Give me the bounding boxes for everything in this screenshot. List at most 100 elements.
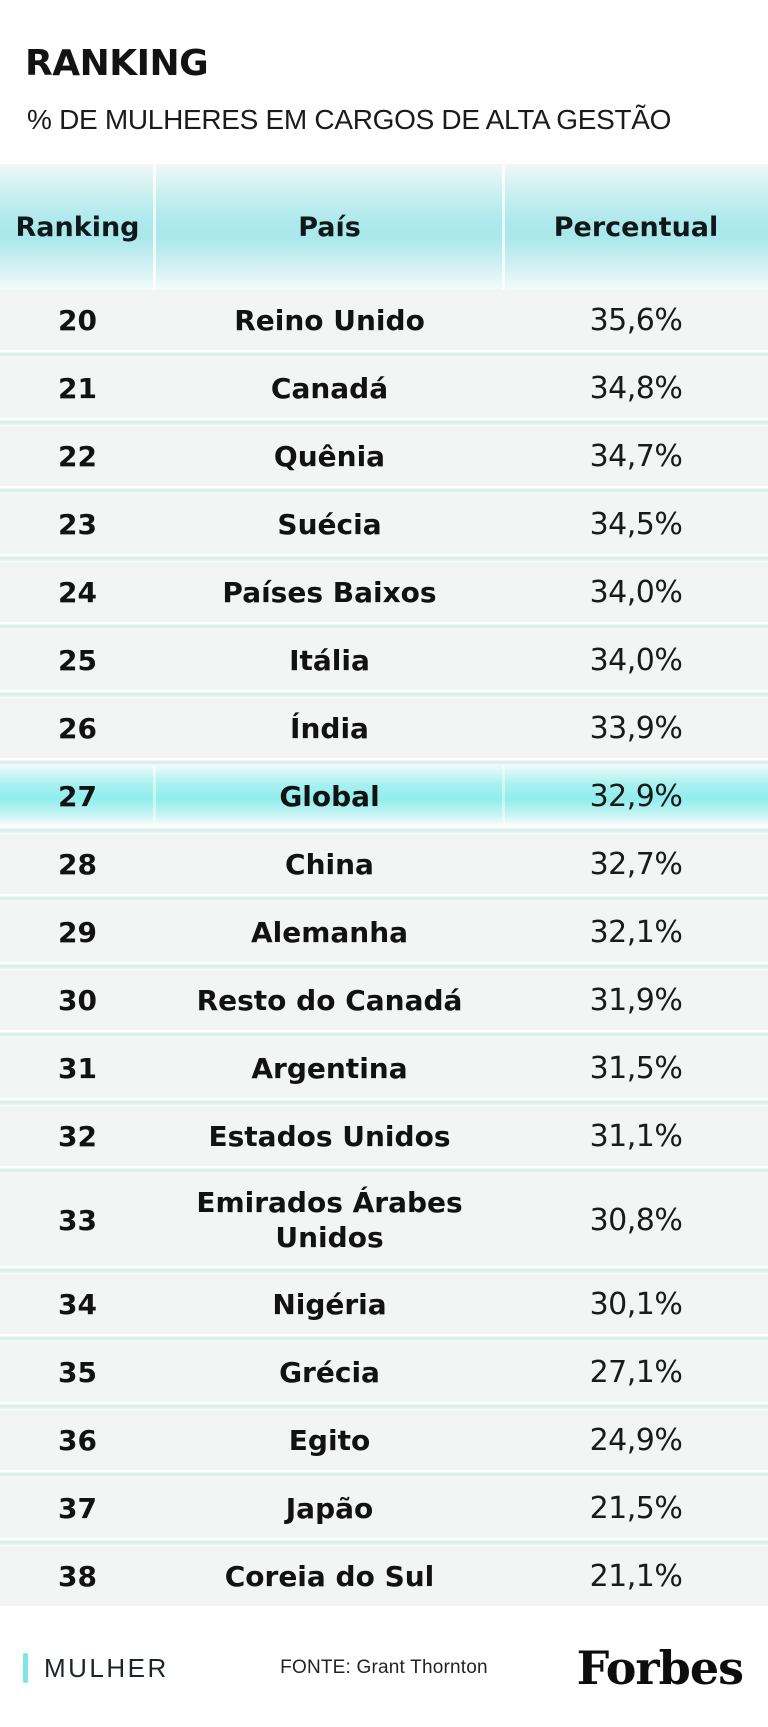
accent-bar bbox=[23, 1653, 28, 1683]
percent-cell: 34,0% bbox=[589, 642, 683, 678]
table-row: 29 Alemanha 32,1% bbox=[0, 902, 768, 962]
percent-cell: 35,6% bbox=[589, 302, 683, 338]
table-row: 32 Estados Unidos 31,1% bbox=[0, 1106, 768, 1166]
table-row: 35 Grécia 27,1% bbox=[0, 1342, 768, 1402]
footer: MULHER FONTE: Grant Thornton Forbes bbox=[0, 1636, 768, 1700]
rank-cell: 38 bbox=[58, 1559, 97, 1593]
rank-cell: 21 bbox=[58, 371, 97, 405]
table-row: 22 Quênia 34,7% bbox=[0, 426, 768, 486]
row-separator bbox=[0, 1470, 768, 1478]
rank-cell: 31 bbox=[58, 1051, 97, 1085]
rank-cell: 28 bbox=[58, 847, 97, 881]
row-separator bbox=[0, 418, 768, 426]
percent-cell: 31,5% bbox=[589, 1050, 683, 1086]
percent-cell: 30,8% bbox=[589, 1202, 683, 1238]
column-separator bbox=[502, 164, 505, 290]
row-separator bbox=[0, 622, 768, 630]
country-cell: Estados Unidos bbox=[208, 1119, 451, 1153]
table-row: 25 Itália 34,0% bbox=[0, 630, 768, 690]
rank-cell: 32 bbox=[58, 1119, 97, 1153]
percent-cell: 21,5% bbox=[589, 1490, 683, 1526]
row-separator bbox=[0, 486, 768, 494]
table-header: Ranking País Percentual bbox=[0, 164, 768, 290]
country-cell: Japão bbox=[285, 1491, 374, 1525]
country-cell: Grécia bbox=[279, 1355, 380, 1389]
percent-cell: 31,1% bbox=[589, 1118, 683, 1154]
page-title: RANKING bbox=[25, 43, 209, 84]
table-row: 31 Argentina 31,5% bbox=[0, 1038, 768, 1098]
country-cell: Nigéria bbox=[272, 1287, 387, 1321]
table-row: 37 Japão 21,5% bbox=[0, 1478, 768, 1538]
table-row: 21 Canadá 34,8% bbox=[0, 358, 768, 418]
row-separator bbox=[0, 1098, 768, 1106]
country-cell: Resto do Canadá bbox=[196, 983, 463, 1017]
row-separator bbox=[0, 962, 768, 970]
rank-cell: 22 bbox=[58, 439, 97, 473]
rank-cell: 25 bbox=[58, 643, 97, 677]
country-cell: Global bbox=[279, 779, 380, 813]
percent-cell: 24,9% bbox=[589, 1422, 683, 1458]
ranking-table: Ranking País Percentual 20 Reino Unido 3… bbox=[0, 164, 768, 1606]
country-cell: Coreia do Sul bbox=[224, 1559, 435, 1593]
country-cell: Alemanha bbox=[250, 915, 409, 949]
country-cell: Suécia bbox=[277, 507, 382, 541]
row-separator bbox=[0, 1334, 768, 1342]
percent-cell: 21,1% bbox=[589, 1558, 683, 1594]
row-separator bbox=[0, 1538, 768, 1546]
table-row: 26 Índia 33,9% bbox=[0, 698, 768, 758]
row-separator bbox=[0, 1030, 768, 1038]
table-row: 36 Egito 24,9% bbox=[0, 1410, 768, 1470]
table-row: 27 Global 32,9% bbox=[0, 766, 768, 826]
heading-block: RANKING % DE MULHERES EM CARGOS DE ALTA … bbox=[0, 0, 768, 138]
rank-cell: 26 bbox=[58, 711, 97, 745]
rank-cell: 29 bbox=[58, 915, 97, 949]
forbes-logo: Forbes bbox=[576, 1641, 744, 1695]
percent-cell: 30,1% bbox=[589, 1286, 683, 1322]
country-cell: Reino Unido bbox=[234, 303, 425, 337]
rank-cell: 24 bbox=[58, 575, 97, 609]
page-subtitle: % DE MULHERES EM CARGOS DE ALTA GESTÃO bbox=[27, 104, 672, 135]
header-cell-pais: País bbox=[298, 211, 361, 243]
rank-cell: 27 bbox=[58, 779, 97, 813]
column-separator bbox=[153, 164, 156, 290]
percent-cell: 31,9% bbox=[589, 982, 683, 1018]
rank-cell: 37 bbox=[58, 1491, 97, 1525]
country-cell: Egito bbox=[288, 1423, 371, 1457]
table-row: 24 Países Baixos 34,0% bbox=[0, 562, 768, 622]
row-separator bbox=[0, 894, 768, 902]
country-cell: Países Baixos bbox=[222, 575, 437, 609]
percent-cell: 27,1% bbox=[589, 1354, 683, 1390]
rank-cell: 30 bbox=[58, 983, 97, 1017]
header-cell-ranking: Ranking bbox=[15, 211, 140, 243]
table-row: 33 Emirados Árabes Unidos 30,8% bbox=[0, 1174, 768, 1266]
table-row: 34 Nigéria 30,1% bbox=[0, 1274, 768, 1334]
table-body: 20 Reino Unido 35,6% 21 Canadá 34,8% 22 … bbox=[0, 290, 768, 1606]
source-credit: FONTE: Grant Thornton bbox=[280, 1657, 488, 1678]
row-separator bbox=[0, 1266, 768, 1274]
table-row: 38 Coreia do Sul 21,1% bbox=[0, 1546, 768, 1606]
rank-cell: 36 bbox=[58, 1423, 97, 1457]
row-separator bbox=[0, 1402, 768, 1410]
table-row: 28 China 32,7% bbox=[0, 834, 768, 894]
country-cell: Índia bbox=[290, 711, 369, 745]
percent-cell: 32,7% bbox=[589, 846, 683, 882]
country-cell: Itália bbox=[289, 643, 370, 677]
rank-cell: 23 bbox=[58, 507, 97, 541]
table-row: 23 Suécia 34,5% bbox=[0, 494, 768, 554]
percent-cell: 33,9% bbox=[589, 710, 683, 746]
row-separator bbox=[0, 826, 768, 834]
country-cell: Canadá bbox=[270, 371, 389, 405]
rank-cell: 20 bbox=[58, 303, 97, 337]
table-row: 20 Reino Unido 35,6% bbox=[0, 290, 768, 350]
percent-cell: 32,1% bbox=[589, 914, 683, 950]
country-cell: Emirados Árabes Unidos bbox=[196, 1186, 463, 1254]
country-cell: China bbox=[285, 847, 374, 881]
percent-cell: 34,5% bbox=[589, 506, 683, 542]
row-separator bbox=[0, 758, 768, 766]
rank-cell: 34 bbox=[58, 1287, 97, 1321]
percent-cell: 34,0% bbox=[589, 574, 683, 610]
country-cell: Quênia bbox=[273, 439, 386, 473]
percent-cell: 32,9% bbox=[589, 778, 683, 814]
section-tag: MULHER bbox=[23, 1653, 169, 1684]
